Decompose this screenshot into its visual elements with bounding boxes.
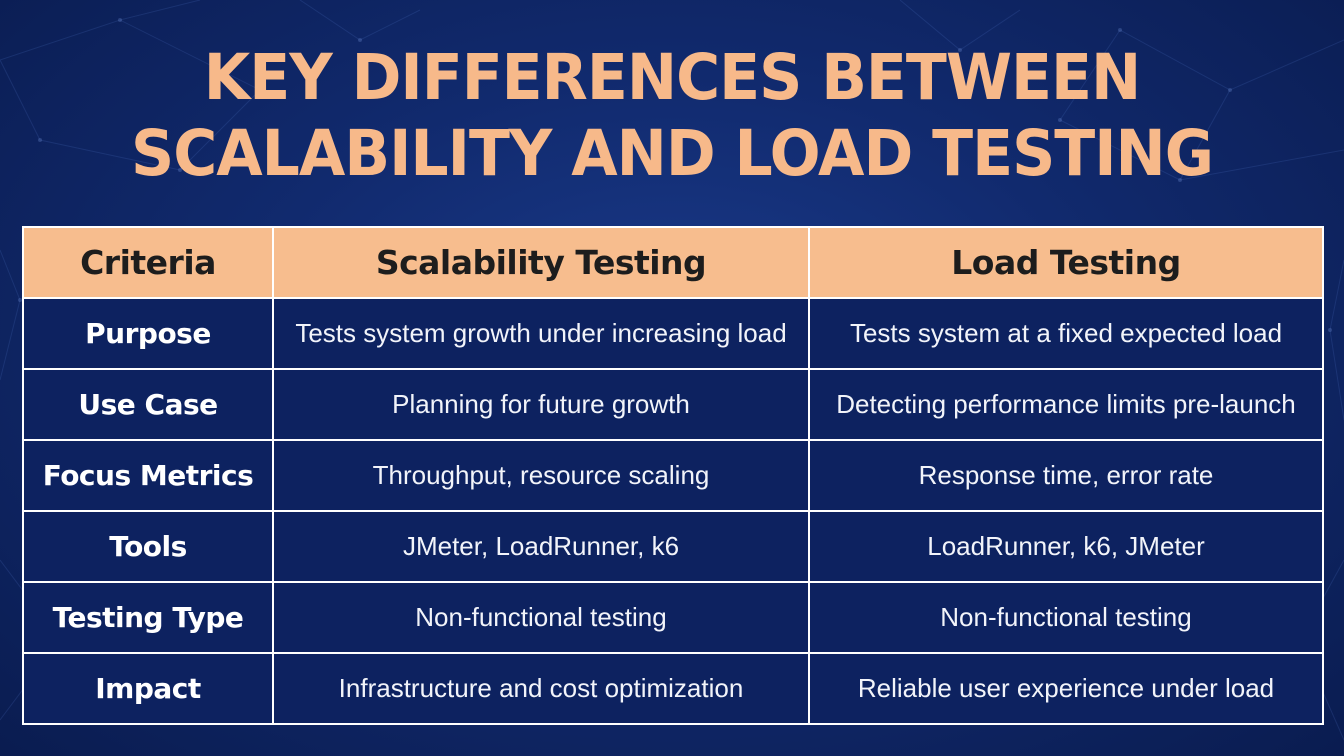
scalability-cell: Throughput, resource scaling: [272, 439, 810, 512]
page-title: KEY DIFFERENCES BETWEEN SCALABILITY AND …: [0, 40, 1344, 191]
title-line-2: SCALABILITY AND LOAD TESTING: [130, 117, 1214, 191]
load-cell: Tests system at a fixed expected load: [808, 297, 1324, 370]
load-cell: Detecting performance limits pre-launch: [808, 368, 1324, 441]
criteria-cell: Use Case: [22, 368, 274, 441]
table-row: Purpose Tests system growth under increa…: [22, 297, 1324, 370]
criteria-cell: Purpose: [22, 297, 274, 370]
comparison-table: Criteria Scalability Testing Load Testin…: [22, 226, 1324, 725]
criteria-cell: Impact: [22, 652, 274, 725]
table-row: Testing Type Non-functional testing Non-…: [22, 581, 1324, 654]
criteria-cell: Focus Metrics: [22, 439, 274, 512]
load-cell: Response time, error rate: [808, 439, 1324, 512]
scalability-cell: Planning for future growth: [272, 368, 810, 441]
table-header-row: Criteria Scalability Testing Load Testin…: [22, 226, 1324, 299]
load-cell: Non-functional testing: [808, 581, 1324, 654]
table-row: Tools JMeter, LoadRunner, k6 LoadRunner,…: [22, 510, 1324, 583]
scalability-cell: Infrastructure and cost optimization: [272, 652, 810, 725]
header-criteria: Criteria: [22, 226, 274, 299]
load-cell: LoadRunner, k6, JMeter: [808, 510, 1324, 583]
scalability-cell: Tests system growth under increasing loa…: [272, 297, 810, 370]
header-scalability-testing: Scalability Testing: [272, 226, 810, 299]
table-row: Focus Metrics Throughput, resource scali…: [22, 439, 1324, 512]
load-cell: Reliable user experience under load: [808, 652, 1324, 725]
scalability-cell: Non-functional testing: [272, 581, 810, 654]
header-load-testing: Load Testing: [808, 226, 1324, 299]
scalability-cell: JMeter, LoadRunner, k6: [272, 510, 810, 583]
criteria-cell: Tools: [22, 510, 274, 583]
title-line-1: KEY DIFFERENCES BETWEEN: [203, 41, 1141, 115]
table-row: Use Case Planning for future growth Dete…: [22, 368, 1324, 441]
table-row: Impact Infrastructure and cost optimizat…: [22, 652, 1324, 725]
criteria-cell: Testing Type: [22, 581, 274, 654]
